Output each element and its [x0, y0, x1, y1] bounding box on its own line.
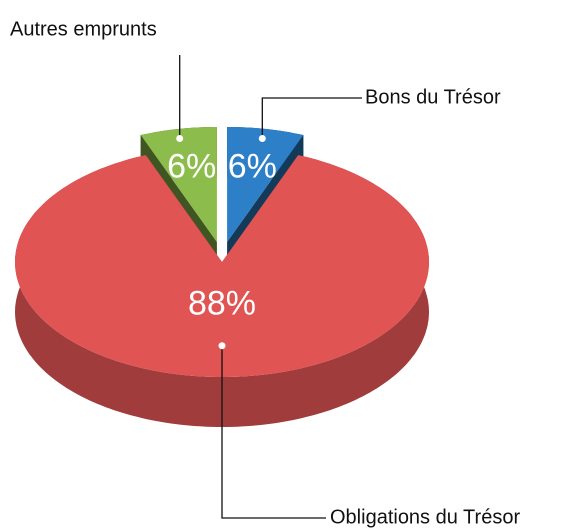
leader-dot — [258, 135, 266, 143]
leader-dot — [176, 135, 184, 143]
category-label: Autres emprunts — [10, 18, 157, 40]
leader-dot — [218, 342, 226, 350]
slice — [15, 155, 429, 377]
category-label: Bons du Trésor — [365, 86, 501, 108]
slice — [227, 127, 304, 242]
value-label: 6% — [167, 148, 216, 186]
leader-line — [221, 345, 326, 519]
slice — [140, 127, 217, 242]
leader-line — [261, 97, 362, 139]
value-label: 6% — [228, 148, 277, 186]
category-label: Obligations du Trésor — [330, 506, 520, 528]
value-label: 88% — [188, 285, 256, 323]
